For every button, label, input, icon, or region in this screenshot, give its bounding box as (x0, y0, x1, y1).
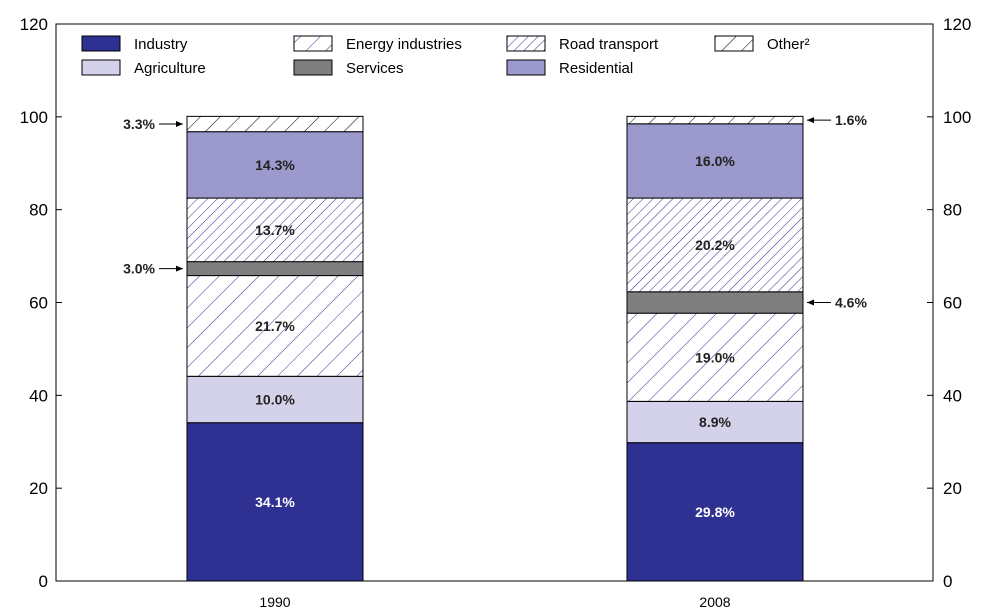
y-tick-label-left: 0 (39, 572, 48, 591)
label-arrow-head (807, 299, 814, 306)
legend-label: Other² (767, 36, 810, 53)
y-tick-label-left: 60 (29, 294, 48, 313)
data-label: 8.9% (699, 414, 731, 430)
bar-segment-agriculture (626, 400, 804, 444)
bar-segment-services (626, 291, 804, 314)
y-tick-label-left: 120 (20, 15, 48, 34)
y-tick-label-left: 20 (29, 479, 48, 498)
bar-segment-other (186, 115, 364, 133)
bar-segment-services (186, 261, 364, 277)
legend-swatch (506, 35, 546, 52)
data-label: 3.3% (123, 116, 155, 132)
data-label: 3.0% (123, 261, 155, 277)
data-label: 1.6% (835, 112, 867, 128)
y-tick-label-right: 20 (943, 479, 962, 498)
legend-swatch (81, 35, 121, 52)
label-arrow-head (176, 265, 183, 272)
bar-segment-industry (626, 442, 804, 582)
legend-label: Energy industries (346, 36, 462, 53)
legend-label: Services (346, 60, 404, 77)
data-label: 19.0% (695, 349, 735, 365)
label-arrow-head (176, 121, 183, 128)
y-tick-label-right: 120 (943, 15, 971, 34)
label-arrow-head (807, 117, 814, 124)
data-label: 29.8% (695, 504, 735, 520)
y-tick-label-right: 80 (943, 201, 962, 220)
data-label: 4.6% (835, 295, 867, 311)
bar-segment-energy-industries (626, 312, 804, 402)
y-tick-label-right: 100 (943, 108, 971, 127)
bar-segment-energy-industries (186, 275, 364, 377)
data-label: 21.7% (255, 318, 295, 334)
bar-segment-road-transport (626, 197, 804, 293)
bar-segment-agriculture (186, 375, 364, 424)
legend-swatch (293, 35, 333, 52)
legend-swatch (714, 35, 754, 52)
data-label: 34.1% (255, 494, 295, 510)
x-category-label: 2008 (699, 594, 730, 610)
legend-swatch (81, 59, 121, 76)
y-tick-label-left: 100 (20, 108, 48, 127)
legend-label: Industry (134, 36, 188, 53)
bar-segment-road-transport (186, 197, 364, 263)
data-label: 20.2% (695, 237, 735, 253)
y-tick-label-left: 80 (29, 201, 48, 220)
data-label: 13.7% (255, 222, 295, 238)
legend-label: Agriculture (134, 60, 206, 77)
y-tick-label-right: 60 (943, 294, 962, 313)
legend-swatch (293, 59, 333, 76)
legend-label: Residential (559, 60, 633, 77)
data-label: 16.0% (695, 153, 735, 169)
y-tick-label-right: 0 (943, 572, 952, 591)
bar-segment-residential (626, 123, 804, 199)
bar-segment-industry (186, 422, 364, 582)
x-category-label: 1990 (259, 594, 290, 610)
y-tick-label-left: 40 (29, 386, 48, 405)
y-tick-label-right: 40 (943, 386, 962, 405)
data-label: 10.0% (255, 392, 295, 408)
legend-label: Road transport (559, 36, 659, 53)
legend-swatch (506, 59, 546, 76)
data-label: 14.3% (255, 157, 295, 173)
bar-segment-other (626, 115, 804, 125)
